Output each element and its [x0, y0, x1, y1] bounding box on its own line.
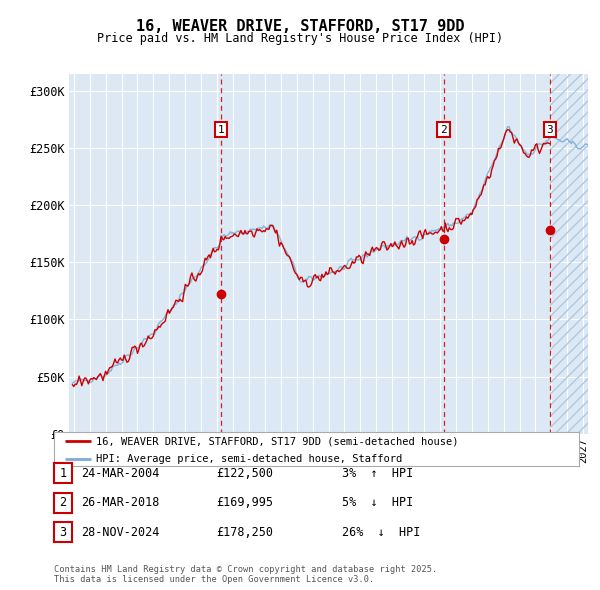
Text: 3: 3: [59, 526, 67, 539]
Text: 26-MAR-2018: 26-MAR-2018: [81, 496, 160, 509]
Text: HPI: Average price, semi-detached house, Stafford: HPI: Average price, semi-detached house,…: [96, 454, 402, 464]
Text: 2: 2: [440, 124, 447, 135]
Text: 5%  ↓  HPI: 5% ↓ HPI: [342, 496, 413, 509]
Text: 16, WEAVER DRIVE, STAFFORD, ST17 9DD (semi-detached house): 16, WEAVER DRIVE, STAFFORD, ST17 9DD (se…: [96, 437, 458, 447]
Text: 1: 1: [59, 467, 67, 480]
Text: £169,995: £169,995: [216, 496, 273, 509]
Text: £122,500: £122,500: [216, 467, 273, 480]
Text: Contains HM Land Registry data © Crown copyright and database right 2025.
This d: Contains HM Land Registry data © Crown c…: [54, 565, 437, 584]
Bar: [550, 74, 588, 434]
Text: 16, WEAVER DRIVE, STAFFORD, ST17 9DD: 16, WEAVER DRIVE, STAFFORD, ST17 9DD: [136, 19, 464, 34]
Text: 2: 2: [59, 496, 67, 509]
Text: £178,250: £178,250: [216, 526, 273, 539]
Text: 26%  ↓  HPI: 26% ↓ HPI: [342, 526, 421, 539]
Text: 28-NOV-2024: 28-NOV-2024: [81, 526, 160, 539]
Text: Price paid vs. HM Land Registry's House Price Index (HPI): Price paid vs. HM Land Registry's House …: [97, 32, 503, 45]
Text: 1: 1: [217, 124, 224, 135]
Text: 3%  ↑  HPI: 3% ↑ HPI: [342, 467, 413, 480]
Text: 24-MAR-2004: 24-MAR-2004: [81, 467, 160, 480]
Text: 3: 3: [547, 124, 553, 135]
Bar: [550, 74, 588, 434]
